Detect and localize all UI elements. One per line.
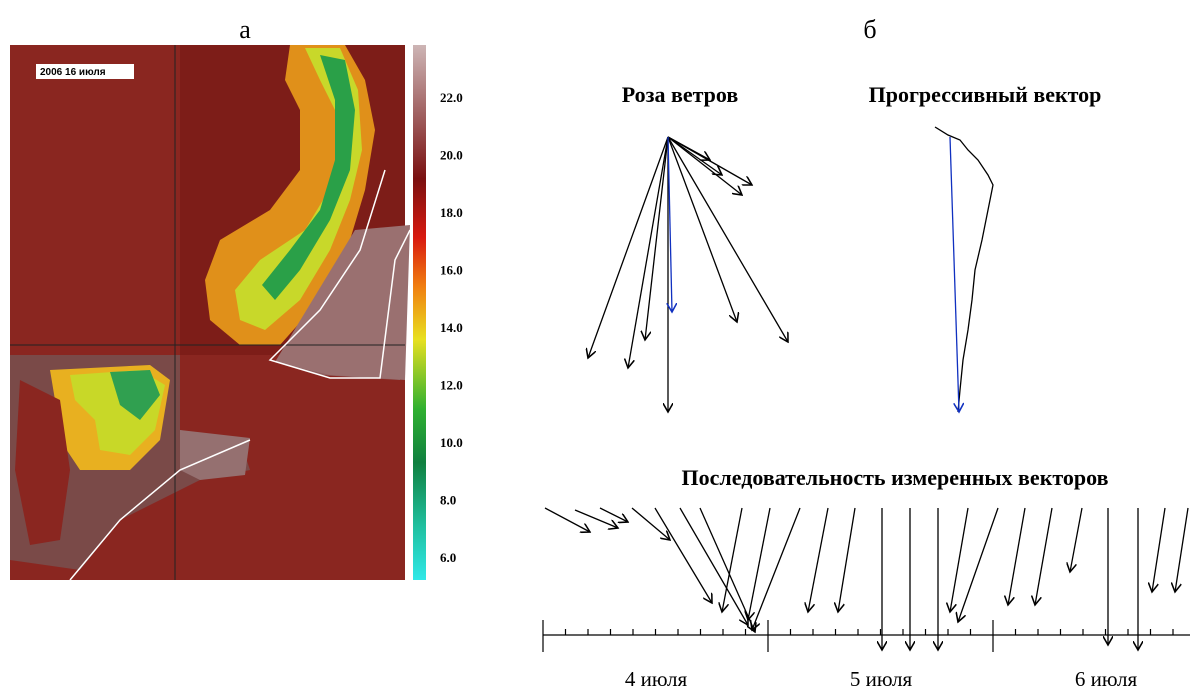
time-axis (542, 620, 1190, 652)
colorbar-tick-label: 18.0 (440, 205, 463, 220)
colorbar-tick-label: 10.0 (440, 435, 463, 450)
vector-sequence (544, 507, 1189, 650)
colorbar-tick-label: 22.0 (440, 90, 463, 105)
date-label: 6 июля (1075, 667, 1138, 691)
date-label: 4 июля (625, 667, 688, 691)
date-label: 5 июля (850, 667, 913, 691)
wind-rose (588, 136, 788, 412)
sequence-title: Последовательность измеренных векторов (682, 465, 1109, 490)
progressive-vector (934, 126, 994, 412)
wind-rose-title: Роза ветров (622, 82, 739, 107)
progressive-vector-title: Прогрессивный вектор (869, 82, 1102, 107)
colorbar-tick-label: 14.0 (440, 320, 463, 335)
colorbar-tick-label: 20.0 (440, 148, 463, 163)
colorbar-tick-label: 12.0 (440, 378, 463, 393)
map-date: 2006 16 июля (40, 67, 106, 78)
colorbar-tick-label: 8.0 (440, 493, 456, 508)
panel-label: б (863, 15, 876, 44)
colorbar-tick-label: 6.0 (440, 550, 456, 565)
colorbar (413, 45, 426, 580)
panel-label: а (239, 15, 251, 44)
colorbar-tick-label: 16.0 (440, 263, 463, 278)
sst-map: 2006 16 июля (10, 45, 411, 581)
